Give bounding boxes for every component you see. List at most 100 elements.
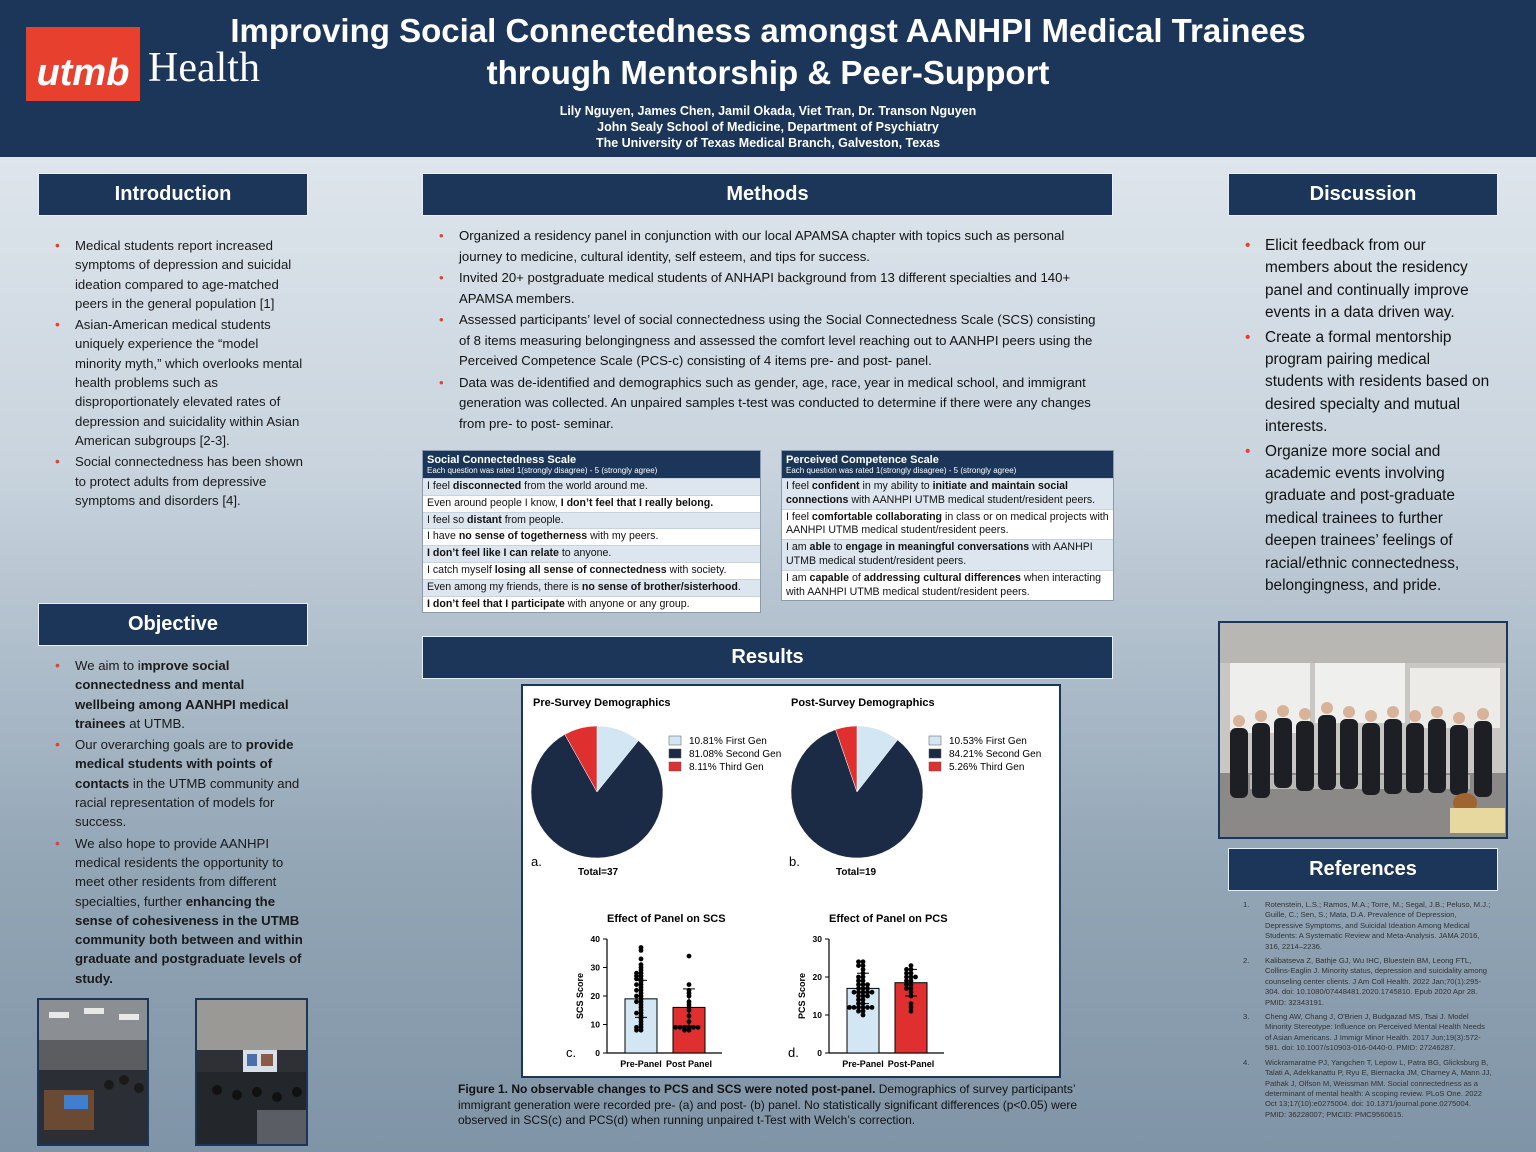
scale-item-emphasis: I don’t feel that I participate — [427, 597, 565, 610]
scale-item-text: with AANHPI UTMB medical student/residen… — [786, 541, 1093, 567]
reference-number: 4. — [1243, 1057, 1250, 1067]
y-tick-label: 0 — [817, 1048, 822, 1058]
data-point — [869, 989, 875, 995]
data-point — [860, 963, 866, 968]
intro-bullet: Social connectedness has been shown to p… — [55, 452, 305, 510]
legend-label: 10.81% First Gen — [689, 736, 767, 747]
legend-label: 5.26% Third Gen — [949, 762, 1024, 773]
data-point — [869, 1005, 875, 1010]
scale-item-text: from people. — [501, 513, 564, 526]
scale-item-text: of — [849, 571, 864, 584]
data-point — [908, 1001, 914, 1006]
scale-item-text: in my ability to — [859, 480, 933, 492]
data-point — [856, 993, 861, 999]
pcs-table: Perceived Competence Scale Each question… — [781, 450, 1114, 602]
data-point — [860, 997, 866, 1003]
scs-table: Social Connectedness Scale Each question… — [422, 450, 761, 614]
y-axis-label: SCS Score — [575, 973, 585, 1019]
y-tick-label: 40 — [591, 934, 601, 944]
scale-item-text: with AANHPI UTMB medical student/residen… — [848, 493, 1096, 506]
scale-item-emphasis: initiate and maintain social connections — [786, 480, 1069, 506]
legend-swatch — [668, 761, 682, 772]
legend-label: 84.21% Second Gen — [949, 749, 1041, 760]
objective-emphasis: mprove social connectedness and mental w… — [75, 658, 289, 731]
reference-text: Cheng AW, Chang J, O'Brien J, Budgazad M… — [1265, 1012, 1485, 1053]
scale-item-text: I have — [427, 530, 459, 543]
data-point — [904, 967, 909, 972]
data-point — [634, 999, 639, 1005]
y-tick-label: 0 — [595, 1048, 600, 1058]
group-photo — [1218, 621, 1508, 839]
scale-item-text: when interacting with AANHPI UTMB medica… — [786, 571, 1102, 598]
panel-photo-classroom-2 — [195, 998, 308, 1146]
discussion-bullet: Elicit feedback from our members about t… — [1245, 235, 1490, 325]
methods-bullet: Data was de-identified and demographics … — [439, 373, 1104, 435]
data-point — [908, 974, 914, 980]
data-point — [856, 997, 861, 1003]
data-point — [865, 986, 870, 991]
scale-item-text: from the world around me. — [521, 480, 648, 492]
total-label: Total=37 — [578, 867, 619, 878]
data-point — [851, 989, 857, 995]
logo-wordmark: Health — [148, 45, 260, 91]
reference-item: 1. Rotenstein, L.S.; Ramos, M.A.; Torre, … — [1243, 900, 1493, 952]
data-point — [908, 982, 914, 987]
data-point — [904, 974, 909, 980]
panel-label: d. — [788, 1045, 799, 1060]
author-block: Lily Nguyen, James Chen, Jamil Okada, Vi… — [420, 103, 1116, 151]
total-label: Total=19 — [836, 867, 877, 878]
data-point — [686, 982, 692, 987]
panel-photo-classroom-1 — [37, 998, 149, 1146]
data-point — [904, 970, 909, 976]
pie-slice — [790, 729, 924, 859]
introduction-list: Medical students report increased sympto… — [55, 236, 305, 510]
scale-item-emphasis: engage in meaningful conversations — [845, 541, 1030, 554]
data-point — [908, 989, 914, 995]
data-point — [856, 974, 861, 980]
y-tick-label: 20 — [591, 991, 601, 1001]
data-point — [865, 993, 870, 999]
pcs-item: I am capable of addressing cultural diff… — [782, 569, 1113, 601]
figure-caption: Figure 1. No observable changes to PCS a… — [458, 1082, 1118, 1129]
introduction-heading: Introduction — [38, 173, 308, 216]
pie-title: Pre-Survey Demographics — [533, 697, 671, 709]
discussion-bullet: Organize more social and academic events… — [1245, 441, 1490, 598]
poster-title: Improving Social Connectedness amongst A… — [190, 10, 1346, 94]
objective-text: We also hope to provide AANHPI medical r… — [75, 835, 284, 909]
bar-chart-title: Effect of Panel on PCS — [829, 913, 948, 925]
data-point — [908, 970, 914, 976]
reference-item: 3. Cheng AW, Chang J, O'Brien J, Budgazad… — [1243, 1012, 1493, 1054]
data-point — [856, 1005, 861, 1010]
data-point — [908, 1008, 914, 1014]
scs-item: I catch myself losing all sense of conne… — [423, 561, 760, 579]
objective-bullet: We aim to improve social connectedness a… — [55, 656, 305, 733]
scale-item-text: Even among my friends, there is — [427, 580, 582, 593]
caption-body: Demographics of survey participants’ imm… — [458, 1082, 1078, 1127]
objective-text: Our overarching goals are to — [75, 737, 246, 753]
pcs-title: Perceived Competence Scale — [786, 454, 939, 466]
scale-item-text: I feel so — [427, 513, 468, 526]
data-point — [860, 1008, 866, 1014]
x-tick-label: Post Panel — [666, 1059, 712, 1069]
authors: Lily Nguyen, James Chen, Jamil Okada, Vi… — [559, 104, 977, 118]
scale-item-emphasis: I don’t feel like I can relate — [427, 547, 559, 560]
data-point — [634, 1027, 639, 1033]
data-point — [904, 982, 909, 987]
data-point — [860, 989, 866, 995]
panel-label: c. — [566, 1045, 576, 1060]
legend-label: 10.53% First Gen — [949, 736, 1027, 747]
data-point — [865, 1005, 870, 1010]
poster-header: utmb Health Improving Social Connectedne… — [0, 0, 1536, 157]
legend-swatch — [928, 735, 942, 746]
data-point — [908, 978, 914, 984]
data-point — [860, 1005, 866, 1010]
scs-rows: I feel disconnected from the world aroun… — [423, 478, 760, 612]
objective-emphasis: provide medical students with points of … — [75, 737, 294, 791]
legend-swatch — [668, 748, 682, 759]
methods-heading: Methods — [422, 173, 1113, 216]
data-point — [860, 959, 866, 965]
pie-slice — [835, 725, 858, 793]
data-point — [638, 948, 644, 953]
scs-item: I have no sense of togetherness with my … — [423, 528, 760, 545]
data-point — [904, 986, 909, 991]
